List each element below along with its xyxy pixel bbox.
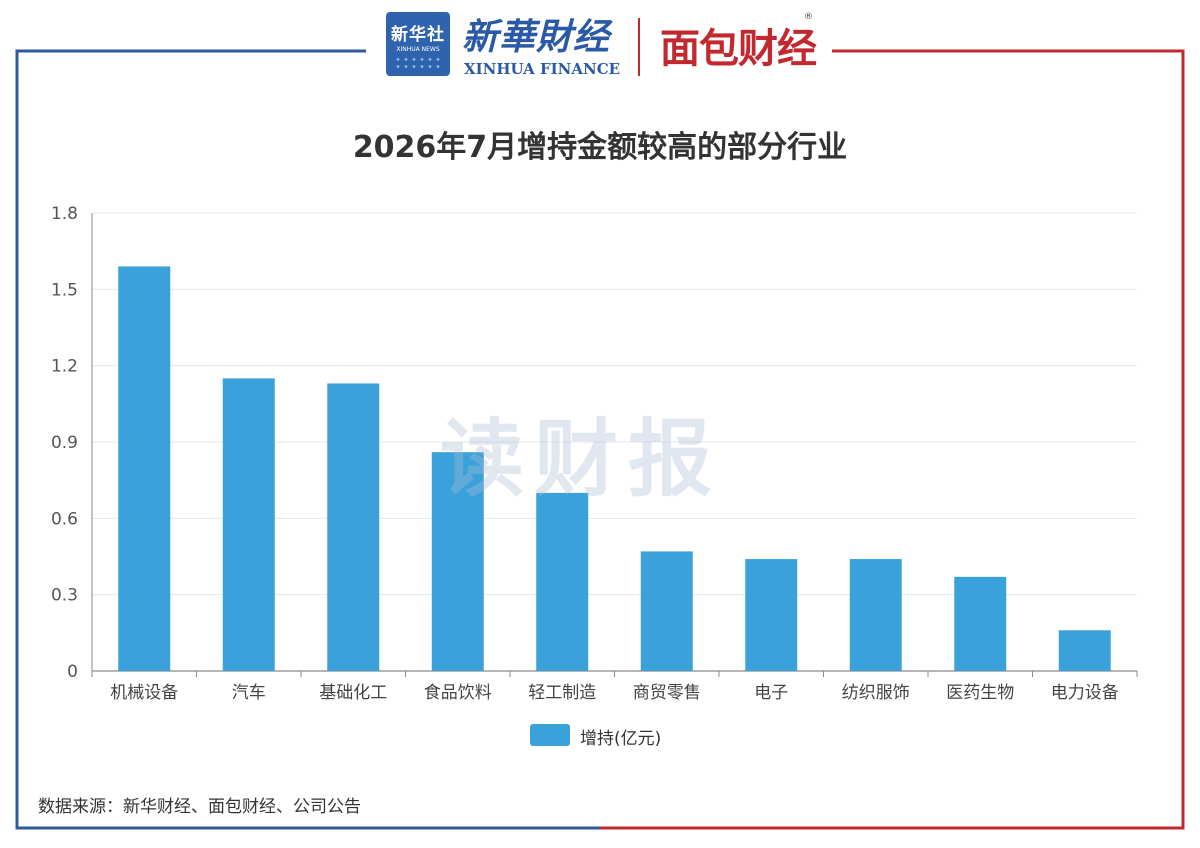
chart-title: 2026年7月增持金额较高的部分行业 bbox=[352, 130, 848, 165]
y-tick-label: 1.8 bbox=[51, 204, 78, 224]
x-tick-label: 纺织服饰 bbox=[842, 683, 910, 703]
bar-1[interactable] bbox=[118, 266, 171, 671]
x-tick-label: 电力设备 bbox=[1051, 683, 1119, 703]
xinhua-finance-logo-cn: 新華財经 bbox=[462, 16, 611, 58]
data-source-note: 数据来源：新华财经、面包财经、公司公告 bbox=[38, 797, 361, 817]
bar-9[interactable] bbox=[954, 576, 1007, 671]
x-tick-label: 食品饮料 bbox=[424, 683, 492, 703]
y-tick-label: 0.3 bbox=[51, 586, 78, 606]
y-tick-label: 0 bbox=[67, 662, 78, 682]
y-tick-label: 1.2 bbox=[51, 357, 78, 377]
y-tick-label: 1.5 bbox=[51, 280, 78, 300]
bar-4[interactable] bbox=[431, 452, 484, 671]
y-tick-label: 0.6 bbox=[51, 509, 78, 529]
mianbao-finance-logo: 面包财经 bbox=[660, 26, 817, 72]
registered-mark: ® bbox=[804, 12, 813, 22]
legend-swatch bbox=[530, 724, 570, 746]
legend-label: 增持(亿元) bbox=[580, 729, 662, 749]
x-tick-label: 轻工制造 bbox=[528, 683, 596, 703]
bar-8[interactable] bbox=[849, 559, 902, 671]
watermark: 读财报 bbox=[440, 410, 723, 508]
bar-6[interactable] bbox=[640, 551, 693, 671]
bar-10[interactable] bbox=[1058, 630, 1111, 671]
x-tick-label: 电子 bbox=[754, 683, 788, 703]
bar-5[interactable] bbox=[536, 492, 589, 671]
x-tick-label: 机械设备 bbox=[110, 683, 178, 703]
x-tick-label: 基础化工 bbox=[319, 683, 387, 703]
bar-7[interactable] bbox=[745, 559, 798, 671]
x-tick-label: 商贸零售 bbox=[633, 683, 701, 703]
globe-dots-icon bbox=[394, 56, 442, 70]
x-tick-label: 医药生物 bbox=[946, 683, 1014, 703]
y-tick-label: 0.9 bbox=[51, 433, 78, 453]
bar-2[interactable] bbox=[222, 378, 275, 671]
xinhua-badge-cn: 新华社 bbox=[391, 25, 445, 45]
bar-3[interactable] bbox=[327, 383, 380, 671]
xinhua-news-logo: 新华社 XINHUA NEWS bbox=[386, 12, 450, 76]
xinhua-badge-en: XINHUA NEWS bbox=[396, 46, 440, 53]
xinhua-finance-logo-en: XINHUA FINANCE bbox=[464, 60, 621, 78]
logo-separator bbox=[638, 18, 640, 76]
x-tick-label: 汽车 bbox=[232, 683, 266, 703]
